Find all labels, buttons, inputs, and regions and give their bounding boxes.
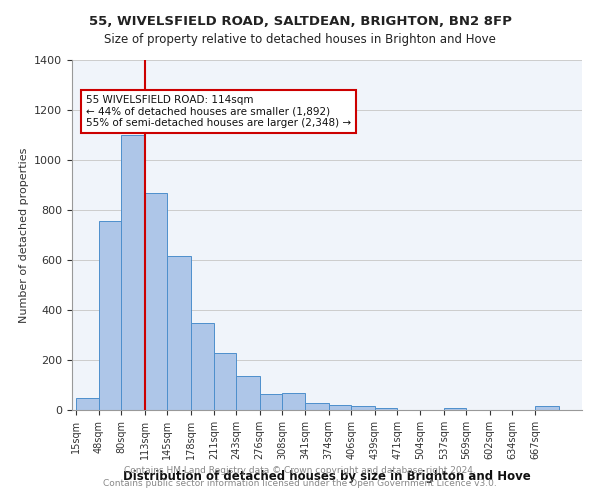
Y-axis label: Number of detached properties: Number of detached properties <box>19 148 29 322</box>
Text: Contains HM Land Registry data © Crown copyright and database right 2024.
Contai: Contains HM Land Registry data © Crown c… <box>103 466 497 487</box>
Bar <box>76 398 99 410</box>
Bar <box>167 256 191 410</box>
Bar <box>374 408 397 410</box>
X-axis label: Distribution of detached houses by size in Brighton and Hove: Distribution of detached houses by size … <box>123 470 531 483</box>
Bar <box>191 322 214 410</box>
Bar <box>121 135 145 410</box>
Bar <box>329 405 352 410</box>
Bar <box>214 352 236 410</box>
Bar <box>282 392 305 410</box>
Bar <box>305 402 329 410</box>
Bar <box>444 408 466 410</box>
Bar <box>145 192 167 410</box>
Text: 55, WIVELSFIELD ROAD, SALTDEAN, BRIGHTON, BN2 8FP: 55, WIVELSFIELD ROAD, SALTDEAN, BRIGHTON… <box>89 15 511 28</box>
Bar <box>535 406 559 410</box>
Bar <box>236 376 260 410</box>
Bar <box>260 394 282 410</box>
Bar <box>352 406 374 410</box>
Text: Size of property relative to detached houses in Brighton and Hove: Size of property relative to detached ho… <box>104 32 496 46</box>
Bar <box>99 221 121 410</box>
Text: 55 WIVELSFIELD ROAD: 114sqm
← 44% of detached houses are smaller (1,892)
55% of : 55 WIVELSFIELD ROAD: 114sqm ← 44% of det… <box>86 95 351 128</box>
